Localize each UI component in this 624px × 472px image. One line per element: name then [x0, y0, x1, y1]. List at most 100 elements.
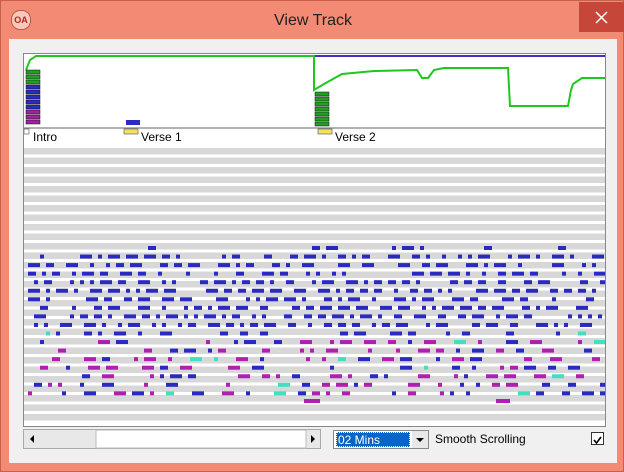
note [506, 314, 518, 319]
note [472, 348, 484, 353]
lane-stripe [24, 300, 605, 307]
note [512, 288, 520, 293]
note [454, 340, 466, 345]
note [364, 280, 368, 285]
note [226, 322, 234, 327]
note [538, 280, 550, 285]
note [600, 382, 605, 387]
note [362, 254, 370, 259]
note [28, 263, 40, 268]
note [274, 340, 282, 345]
note [130, 263, 142, 268]
note [322, 382, 330, 387]
close-icon [595, 11, 608, 24]
note [28, 391, 32, 396]
level-bar [314, 121, 330, 127]
note [94, 314, 102, 319]
smooth-scrolling-checkbox[interactable] [591, 432, 604, 445]
note [56, 288, 68, 293]
note [582, 263, 586, 268]
note [218, 305, 230, 310]
note [188, 322, 196, 327]
note [302, 263, 314, 268]
note [222, 391, 234, 396]
lane-stripe [24, 376, 605, 383]
window-title: View Track [274, 12, 352, 29]
note [450, 280, 458, 285]
marker-flag [317, 128, 333, 135]
note [524, 314, 532, 319]
horizontal-scrollbar[interactable] [23, 429, 321, 449]
note [28, 288, 40, 293]
note [266, 297, 278, 302]
note [284, 297, 296, 302]
note [220, 331, 228, 336]
note [592, 357, 600, 362]
note [330, 374, 342, 379]
note [60, 322, 72, 327]
note [478, 305, 486, 310]
note [28, 271, 36, 276]
note [176, 254, 180, 259]
note [424, 288, 432, 293]
note [216, 297, 228, 302]
note [236, 305, 248, 310]
note [104, 297, 112, 302]
note [380, 305, 392, 310]
note [286, 280, 294, 285]
note [290, 254, 298, 259]
note [506, 331, 514, 336]
scrollbar-parts [24, 429, 315, 449]
lane-stripe [24, 214, 605, 221]
note [204, 314, 216, 319]
note [260, 305, 268, 310]
note [318, 314, 326, 319]
note [224, 288, 232, 293]
note [144, 348, 152, 353]
note [262, 271, 274, 276]
note [476, 288, 488, 293]
close-button[interactable] [579, 2, 624, 32]
note [564, 322, 568, 327]
lane-stripe [24, 319, 605, 326]
note [214, 271, 218, 276]
note [412, 297, 416, 302]
note [400, 357, 412, 362]
note [66, 263, 78, 268]
note [430, 271, 442, 276]
note [548, 365, 556, 370]
level-bar [25, 114, 41, 120]
note [580, 280, 588, 285]
lane-stripe [24, 186, 605, 193]
note [584, 348, 592, 353]
note [90, 280, 94, 285]
note [100, 271, 108, 276]
note [126, 288, 130, 293]
note [138, 297, 150, 302]
note [322, 254, 326, 259]
note [580, 322, 592, 327]
note [446, 331, 450, 336]
note [132, 391, 144, 396]
track-view[interactable]: Intro Verse 1 Verse 2 [23, 53, 606, 427]
note [232, 254, 240, 259]
note [90, 288, 102, 293]
note [422, 263, 430, 268]
note [516, 348, 524, 353]
note [150, 391, 154, 396]
note [592, 288, 596, 293]
note [452, 357, 464, 362]
note [186, 271, 190, 276]
note [536, 254, 540, 259]
note [492, 382, 500, 387]
note [578, 314, 582, 319]
note [100, 280, 112, 285]
note [44, 280, 52, 285]
note [524, 365, 536, 370]
note [554, 322, 558, 327]
note [144, 382, 148, 387]
note [510, 365, 518, 370]
note [118, 280, 126, 285]
note [462, 331, 470, 336]
duration-dropdown[interactable]: 02 Mins [333, 430, 429, 449]
